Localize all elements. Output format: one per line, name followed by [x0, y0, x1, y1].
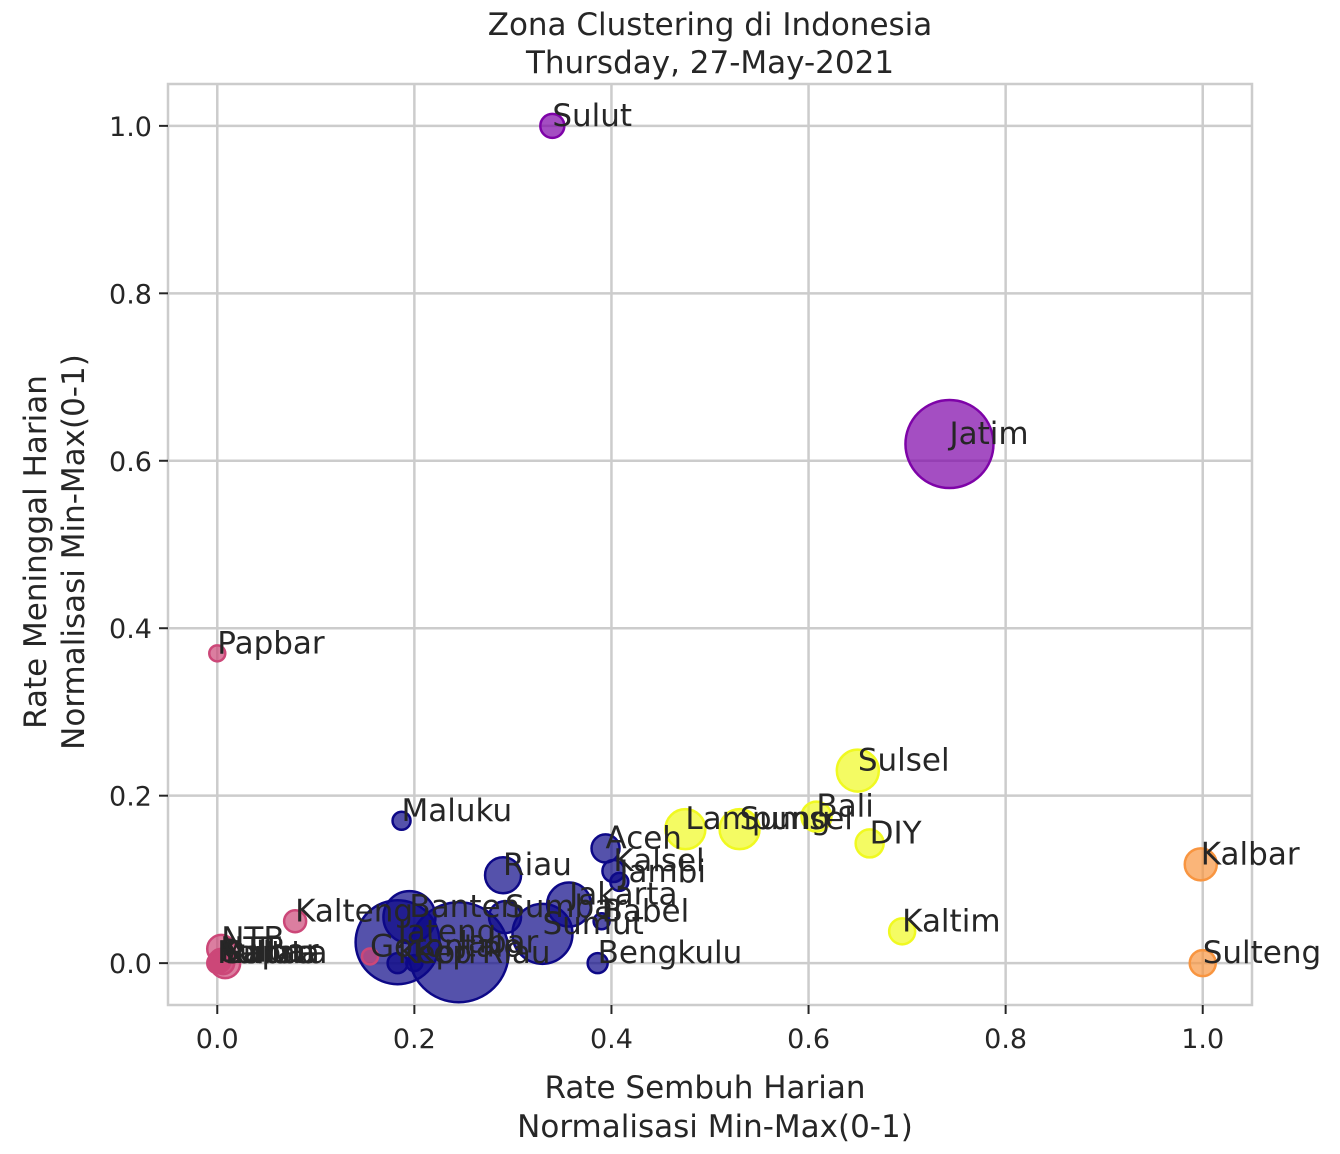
point-label: Sumbar	[505, 889, 626, 925]
data-point	[904, 398, 995, 490]
point-label: Papua	[225, 935, 320, 971]
point-label: Sultra	[223, 935, 315, 971]
x-tick-label: 0.2	[393, 1024, 436, 1055]
data-point	[545, 881, 593, 928]
point-label: NTB	[221, 921, 284, 957]
chart-subtitle: Thursday, 27-May-2021	[525, 45, 894, 81]
data-point	[664, 807, 707, 851]
data-point	[609, 871, 630, 893]
point-label: Kalteng	[295, 893, 413, 929]
point-label: Banten	[409, 889, 520, 925]
point-label: Jateng	[396, 914, 497, 950]
data-point	[1183, 847, 1219, 882]
point-label: Lampung	[685, 801, 830, 837]
point-label: Kaltim	[902, 903, 1000, 939]
point-label: Kalsel	[613, 843, 704, 879]
grid-lines	[168, 84, 1252, 1005]
y-tick-label: 0.8	[109, 279, 152, 310]
x-tick-label: 1.0	[1181, 1024, 1224, 1055]
y-tick-label: 0.6	[109, 447, 152, 478]
data-points	[205, 112, 1219, 1004]
data-point	[382, 889, 437, 945]
point-label: DIY	[870, 815, 922, 851]
data-point	[800, 800, 833, 833]
data-point	[539, 112, 566, 140]
x-tick-label: 0.0	[196, 1024, 239, 1055]
point-label: Malut	[217, 935, 303, 971]
data-point	[718, 807, 761, 851]
point-label: Bengkulu	[598, 935, 743, 971]
point-label: Jatim	[947, 416, 1028, 452]
y-tick-label: 0.0	[109, 949, 152, 980]
y-axis-label-line1: Rate Meninggal Harian	[18, 375, 54, 729]
data-point	[487, 899, 523, 935]
data-point	[592, 912, 611, 931]
point-label: Sumsel	[740, 801, 853, 837]
point-label: Gorontalo	[370, 928, 522, 964]
plot-frame	[166, 82, 1254, 1007]
point-label: Riau	[503, 847, 572, 883]
y-tick-label: 0.2	[109, 782, 152, 813]
point-label: Sulteng	[1203, 935, 1322, 971]
data-point	[483, 855, 523, 895]
data-point	[282, 909, 308, 934]
point-label: Jabar	[457, 924, 539, 960]
x-tick-label: 0.4	[590, 1024, 633, 1055]
point-label: Bali	[816, 789, 874, 825]
x-tick-label: 0.6	[787, 1024, 830, 1055]
point-label: NTT	[220, 931, 282, 967]
point-label: Aceh	[606, 820, 682, 856]
chart-title: Zona Clustering di Indonesia	[488, 7, 933, 43]
x-axis-label-line2: Normalisasi Min-Max(0-1)	[517, 1109, 913, 1145]
point-label: Jambi	[617, 854, 706, 890]
data-point	[887, 917, 917, 946]
point-label: Jakarta	[567, 877, 677, 913]
data-point	[391, 810, 412, 832]
x-tick-label: 0.8	[984, 1024, 1027, 1055]
data-point	[586, 951, 609, 975]
data-point	[854, 828, 885, 859]
point-label: Sumut	[542, 906, 643, 942]
point-label: Babel	[602, 893, 690, 929]
point-label: Kaltara	[217, 935, 327, 971]
y-tick-label: 1.0	[109, 112, 152, 143]
data-point	[405, 953, 424, 973]
y-tick-label: 0.4	[109, 614, 152, 645]
data-point	[208, 644, 227, 663]
point-label: Papbar	[217, 625, 325, 661]
axis-ticks: 0.0 0.2 0.4 0.6 0.8 1.0 0.0 0.2 0.4 0.6 0.8 1.0	[109, 112, 1224, 1055]
data-point	[207, 952, 228, 974]
point-label: Sulbar	[219, 933, 319, 969]
point-label: Kep Riau	[414, 935, 550, 971]
data-point	[835, 748, 881, 793]
point-label: Kepri	[398, 935, 477, 971]
point-label: Sulsel	[858, 743, 950, 779]
x-axis-label-line1: Rate Sembuh Harian	[544, 1070, 865, 1106]
data-point	[360, 947, 380, 966]
y-axis-label-line2: Normalisasi Min-Max(0-1)	[56, 354, 92, 750]
point-label: Sulut	[552, 98, 632, 134]
data-point	[1188, 948, 1217, 978]
point-label: Maluku	[402, 793, 513, 829]
point-label: Kalbar	[1201, 836, 1300, 872]
